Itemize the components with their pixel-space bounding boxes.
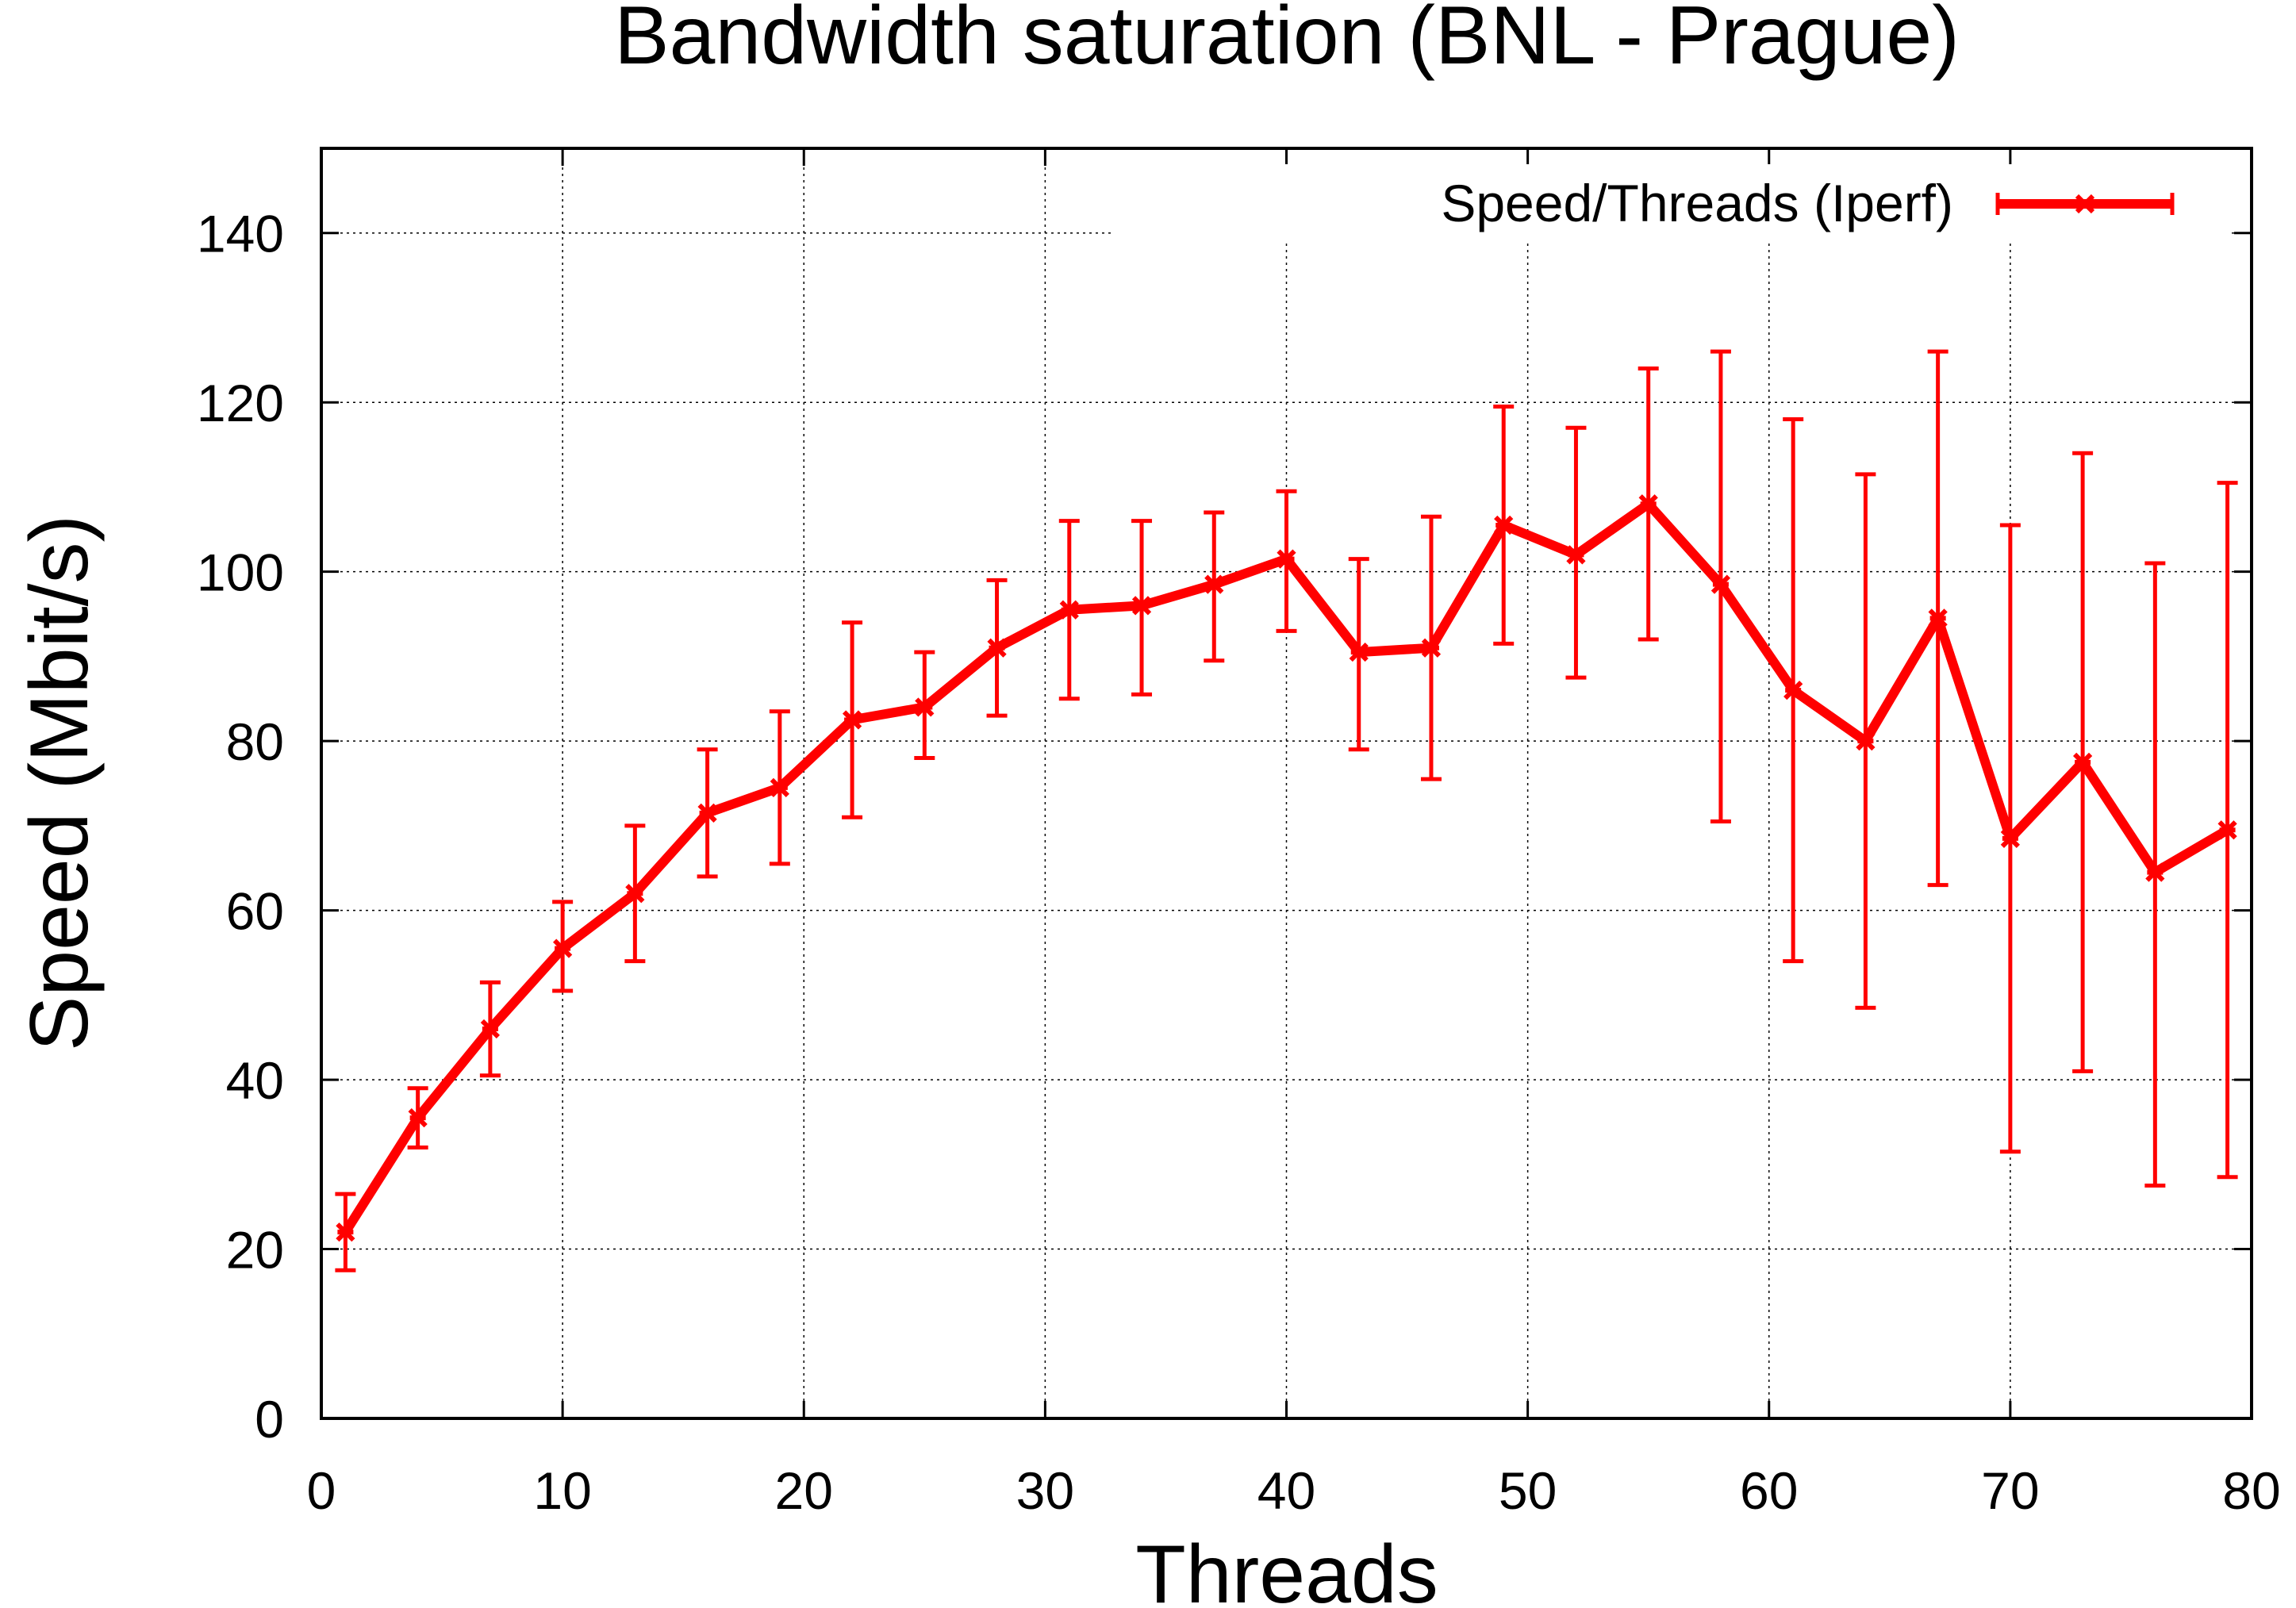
data-point-marker [2000,828,2021,849]
data-point-marker [1349,642,1369,662]
legend-marker [2075,194,2095,214]
y-tick-label: 120 [197,374,284,432]
data-point-marker [1856,731,1876,751]
data-point-marker [625,884,645,904]
y-axis-tick-labels: 0 20 40 60 80 100 120 140 [197,205,284,1449]
y-tick-label: 20 [226,1221,284,1280]
data-point-marker [2145,862,2165,882]
y-tick-label: 60 [226,882,284,941]
data-point-marker [1421,638,1442,658]
data-point-marker [1204,574,1224,594]
data-point-marker [915,697,935,717]
legend-label: Speed/Threads (Iperf) [1441,174,1953,232]
data-point-marker [1783,680,1803,700]
x-tick-label: 80 [2222,1461,2280,1520]
data-point-marker [1638,494,1658,514]
data-point-marker [408,1107,428,1128]
x-tick-label: 10 [533,1461,591,1520]
x-tick-label: 50 [1499,1461,1557,1520]
data-point-marker [336,1222,355,1242]
x-tick-label: 20 [775,1461,833,1520]
data-point-marker [1566,545,1586,565]
data-point-marker [1131,596,1152,616]
data-point-marker [1059,600,1079,620]
y-tick-label: 0 [255,1390,284,1449]
legend-line-sample [1995,193,2175,215]
x-tick-label: 40 [1257,1461,1315,1520]
data-point-marker [1494,515,1514,535]
plot-area-frame [320,147,2253,1420]
x-axis-tick-labels: 0 10 20 30 40 50 60 70 80 [307,1461,2281,1520]
y-tick-label: 80 [226,712,284,771]
data-point-marker [1277,549,1296,569]
x-tick-label: 70 [1981,1461,2039,1520]
x-tick-label: 0 [307,1461,336,1520]
x-tick-label: 30 [1016,1461,1074,1520]
legend: Speed/Threads (Iperf) [1115,164,2229,244]
data-point-marker [770,777,789,797]
data-point-marker [1928,608,1948,628]
x-axis-label: Threads [1135,1529,1438,1608]
data-point-marker [697,803,717,823]
data-point-marker [480,1019,501,1039]
data-point-marker [553,938,573,958]
y-tick-label: 40 [226,1051,284,1110]
x-tick-label: 60 [1740,1461,1798,1520]
data-point-marker [2217,820,2237,840]
y-tick-label: 140 [197,205,284,263]
chart-title: Bandwidth saturation (BNL - Prague) [614,0,1960,82]
data-point-marker [2072,752,2093,772]
data-series [335,349,2238,1272]
y-axis-label: Speed (Mbit/s) [13,515,106,1051]
y-tick-label: 100 [197,543,284,602]
data-point-marker [842,710,862,730]
data-point-marker [1710,574,1731,594]
grid-lines [321,148,2252,1418]
data-point-marker [987,638,1007,658]
